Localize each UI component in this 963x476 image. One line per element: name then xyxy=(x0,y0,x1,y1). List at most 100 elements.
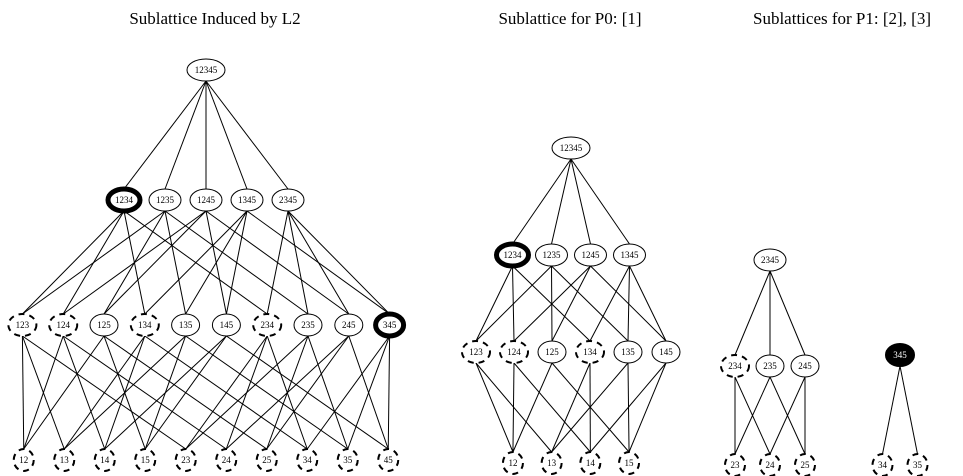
edge xyxy=(164,80,207,190)
edge xyxy=(513,265,591,342)
lattice-node xyxy=(48,313,79,337)
lattice-node xyxy=(885,343,915,367)
edge xyxy=(512,362,515,453)
node-label: 125 xyxy=(97,320,111,330)
lattice-node xyxy=(871,453,894,476)
edge xyxy=(306,335,391,450)
node-label: 1234 xyxy=(504,250,523,260)
node-label: 145 xyxy=(220,320,234,330)
lattice-node xyxy=(293,313,323,337)
edge xyxy=(185,335,268,450)
node-label: 15 xyxy=(625,458,635,468)
edge xyxy=(62,335,106,450)
edge xyxy=(629,265,667,342)
lattice-node xyxy=(613,243,646,267)
lattice-node xyxy=(336,448,359,472)
node-label: 2345 xyxy=(279,195,298,205)
node-label: 1235 xyxy=(543,250,562,260)
edge xyxy=(475,265,552,342)
lattice-node xyxy=(215,448,238,472)
edge xyxy=(22,210,125,315)
lattice-node xyxy=(575,340,605,364)
lattice-node xyxy=(53,448,76,472)
node-label: 123 xyxy=(469,347,483,357)
node-label: 12345 xyxy=(195,65,218,75)
edge xyxy=(103,210,207,315)
edge xyxy=(21,335,25,450)
node-label: 245 xyxy=(342,320,356,330)
edge xyxy=(551,362,629,453)
lattice-node xyxy=(501,451,524,475)
edge xyxy=(205,80,248,190)
edge xyxy=(287,210,350,315)
lattice-node xyxy=(579,451,602,475)
edge xyxy=(513,362,591,453)
edge xyxy=(899,365,918,455)
lattice-node xyxy=(377,448,400,472)
edge xyxy=(551,265,591,342)
node-label: 45 xyxy=(384,455,394,465)
edge xyxy=(123,80,207,190)
lattice-node xyxy=(334,313,364,337)
edge xyxy=(185,335,309,450)
lattice-node xyxy=(794,453,816,476)
edge xyxy=(628,362,667,453)
lattice-node xyxy=(494,241,531,269)
lattice-node xyxy=(186,58,226,82)
edge xyxy=(589,362,667,453)
node-label: 14 xyxy=(586,458,596,468)
node-label: 23 xyxy=(731,460,741,470)
lattice-node xyxy=(134,448,157,472)
node-label: 345 xyxy=(893,350,907,360)
node-label: 2345 xyxy=(761,255,780,265)
edge xyxy=(734,270,771,356)
lattice-node xyxy=(755,354,785,378)
edges xyxy=(21,80,918,455)
edge xyxy=(347,335,391,450)
edge xyxy=(512,362,553,453)
edge xyxy=(387,335,391,450)
lattice-node xyxy=(720,354,750,378)
node-label: 125 xyxy=(545,347,559,357)
node-label: 134 xyxy=(583,347,597,357)
node-label: 14 xyxy=(100,455,110,465)
lattice-node xyxy=(230,188,264,212)
lattice-node xyxy=(105,186,143,214)
edge xyxy=(62,210,207,315)
node-label: 124 xyxy=(507,347,521,357)
lattice-node xyxy=(211,313,241,337)
edge xyxy=(23,335,64,450)
edge xyxy=(769,270,806,356)
edge xyxy=(570,158,630,245)
lattice-node xyxy=(93,448,116,472)
edge xyxy=(266,335,350,450)
lattice-node xyxy=(7,313,38,337)
node-label: 12 xyxy=(508,458,517,468)
lattice-node xyxy=(651,340,681,364)
lattice-node xyxy=(373,311,407,339)
edge xyxy=(63,335,186,450)
edge xyxy=(23,335,105,450)
lattice-node xyxy=(174,448,197,472)
edge xyxy=(882,365,901,455)
lattice-node xyxy=(537,340,567,364)
edge xyxy=(551,362,591,453)
node-label: 235 xyxy=(763,361,777,371)
edge xyxy=(475,362,514,453)
lattice-node xyxy=(574,243,607,267)
lattice-node xyxy=(906,453,929,476)
edge xyxy=(570,158,591,245)
edge xyxy=(144,335,227,450)
node-label: 135 xyxy=(621,347,635,357)
lattice-node xyxy=(613,340,643,364)
lattice-node xyxy=(759,453,781,476)
edge xyxy=(225,210,248,315)
node-label: 1235 xyxy=(156,195,175,205)
lattice-node xyxy=(461,340,491,364)
lattice-node xyxy=(271,188,305,212)
node-label: 24 xyxy=(766,460,776,470)
lattice-node xyxy=(129,313,160,337)
edge xyxy=(63,335,146,450)
node-label: 25 xyxy=(801,460,811,470)
